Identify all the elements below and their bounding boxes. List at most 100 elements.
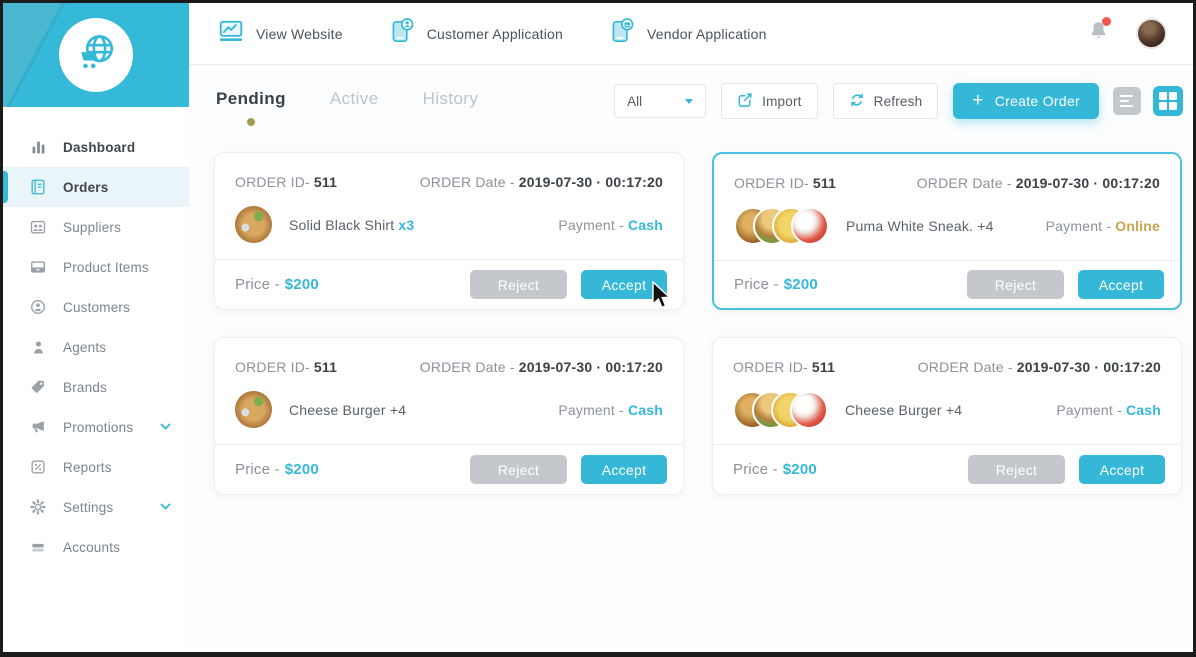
sidebar: Dashboard Orders — [3, 3, 189, 652]
product-name-text: Cheese Burger +4 — [845, 402, 963, 418]
chevron-down-icon — [160, 423, 171, 431]
order-date-value: 2019-07-30 · 00:17:20 — [1015, 175, 1160, 191]
grid-view-toggle[interactable] — [1153, 86, 1183, 116]
sidebar-item-label: Product Items — [63, 259, 149, 275]
payment-label: Payment - — [1045, 218, 1112, 234]
price-value: $200 — [284, 461, 319, 478]
sidebar-item-suppliers[interactable]: Suppliers — [3, 207, 189, 247]
price-value: $200 — [783, 276, 818, 293]
header-link-label: Vendor Application — [647, 25, 767, 42]
order-date-value: 2019-07-30 · 00:17:20 — [1016, 359, 1161, 375]
app-screen: Dashboard Orders — [3, 3, 1193, 652]
price-value: $200 — [782, 461, 817, 478]
create-order-button[interactable]: + Create Order — [953, 83, 1099, 119]
sidebar-item-agents[interactable]: Agents — [3, 327, 189, 367]
order-date-label: ORDER Date - — [917, 359, 1013, 375]
globe-cart-icon — [75, 32, 117, 79]
sidebar-item-product-items[interactable]: Product Items — [3, 247, 189, 287]
product-image — [235, 206, 272, 243]
sidebar-item-reports[interactable]: Reports — [3, 447, 189, 487]
sidebar-item-accounts[interactable]: Accounts — [3, 527, 189, 567]
app-logo[interactable] — [3, 3, 189, 107]
notification-badge — [1102, 17, 1111, 26]
sidebar-item-customers[interactable]: Customers — [3, 287, 189, 327]
order-id-label: ORDER ID- — [733, 359, 808, 375]
sidebar-item-label: Settings — [63, 499, 114, 515]
bell-icon — [1087, 19, 1110, 48]
order-card: ORDER ID- 511 ORDER Date -2019-07-30 · 00… — [214, 337, 684, 495]
order-date-value: 2019-07-30 · 00:17:20 — [518, 174, 663, 190]
order-id-label: ORDER ID- — [235, 174, 310, 190]
chevron-down-icon — [160, 503, 171, 511]
filter-select[interactable]: All — [614, 84, 707, 118]
header-link-label: Customer Application — [426, 25, 563, 42]
view-website-link[interactable]: View Website — [218, 19, 343, 48]
order-price: Price - $200 — [733, 461, 817, 478]
payment-label: Payment - — [558, 216, 624, 233]
product-name: Solid Black Shirt x3 — [289, 217, 414, 233]
plus-icon: + — [972, 89, 984, 111]
filter-value: All — [627, 93, 643, 109]
order-id: ORDER ID- 511 — [235, 174, 337, 190]
product-items-icon — [28, 257, 48, 277]
tab-pending[interactable]: Pending — [216, 89, 286, 108]
list-view-toggle[interactable] — [1113, 87, 1141, 115]
import-label: Import — [762, 93, 802, 109]
payment-label: Payment - — [1056, 402, 1122, 418]
customer-application-link[interactable]: Customer Application — [389, 17, 563, 50]
sidebar-item-settings[interactable]: Settings — [3, 487, 189, 527]
payment-label: Payment - — [558, 401, 624, 418]
orders-toolbar: All Import — [614, 83, 1183, 119]
sidebar-item-dashboard[interactable]: Dashboard — [3, 127, 189, 167]
refresh-button[interactable]: Refresh — [832, 83, 939, 119]
payment-method: Cash — [1125, 402, 1161, 418]
agents-icon — [28, 337, 48, 357]
vendor-application-link[interactable]: Vendor Application — [609, 17, 767, 50]
refresh-icon — [849, 92, 865, 111]
payment-info: Payment - Online — [1046, 218, 1160, 234]
order-date-label: ORDER Date - — [419, 174, 515, 190]
order-id-value: 511 — [313, 359, 338, 375]
user-avatar[interactable] — [1136, 18, 1167, 49]
sidebar-item-orders[interactable]: Orders — [3, 167, 189, 207]
order-id: ORDER ID- 511 — [733, 359, 835, 375]
order-tabs: Pending Active History — [216, 89, 478, 109]
reject-button[interactable]: Reject — [470, 270, 567, 299]
product-image — [790, 391, 828, 429]
accept-button[interactable]: Accept — [1078, 270, 1164, 299]
tab-history[interactable]: History — [422, 89, 479, 108]
reject-button[interactable]: Reject — [470, 455, 567, 484]
order-price: Price - $200 — [734, 276, 818, 293]
main-content: Pending Active History All Import — [189, 65, 1193, 652]
accept-button[interactable]: Accept — [1079, 455, 1165, 484]
order-id-label: ORDER ID- — [734, 175, 809, 191]
order-card-grid: ORDER ID- 511 ORDER Date -2019-07-30 · 00… — [214, 152, 1182, 495]
product-quantity: x3 — [398, 216, 415, 233]
order-date: ORDER Date -2019-07-30 · 00:17:20 — [918, 359, 1161, 375]
order-id: ORDER ID- 511 — [235, 359, 337, 375]
accept-button[interactable]: Accept — [581, 455, 667, 484]
price-label: Price - — [235, 276, 280, 293]
product-name: Cheese Burger +4 — [289, 402, 410, 418]
accept-button[interactable]: Accept — [581, 270, 667, 299]
payment-info: Payment - Cash — [558, 402, 663, 418]
sidebar-item-brands[interactable]: Brands — [3, 367, 189, 407]
order-date: ORDER Date -2019-07-30 · 00:17:20 — [917, 175, 1160, 191]
card-divider — [714, 260, 1180, 261]
reject-button[interactable]: Reject — [968, 455, 1065, 484]
card-divider — [713, 444, 1181, 445]
caret-down-icon — [685, 99, 694, 104]
payment-info: Payment - Cash — [1056, 402, 1161, 418]
order-id-label: ORDER ID- — [235, 359, 310, 375]
suppliers-icon — [28, 217, 48, 237]
reject-button[interactable]: Reject — [967, 270, 1064, 299]
notifications-button[interactable] — [1087, 17, 1111, 48]
sidebar-item-promotions[interactable]: Promotions — [3, 407, 189, 447]
tab-active[interactable]: Active — [329, 89, 379, 108]
sidebar-item-label: Suppliers — [63, 219, 122, 235]
import-button[interactable]: Import — [721, 83, 818, 119]
payment-info: Payment - Cash — [558, 217, 663, 233]
sidebar-item-label: Reports — [63, 459, 112, 475]
order-card-selected: ORDER ID- 511 ORDER Date -2019-07-30 · 00… — [712, 152, 1182, 310]
order-date-label: ORDER Date - — [419, 359, 515, 375]
